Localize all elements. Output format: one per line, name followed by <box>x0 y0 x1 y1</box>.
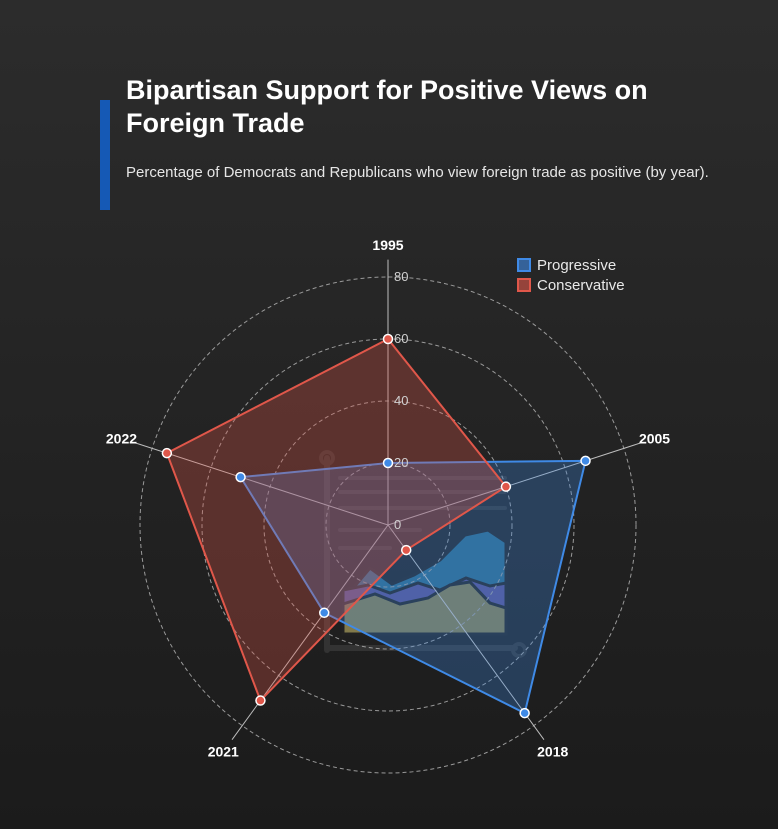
legend-item-conservative[interactable]: Conservative <box>517 275 625 295</box>
data-point-progressive-1995[interactable] <box>382 457 394 469</box>
legend-label-conservative: Conservative <box>537 276 625 294</box>
r-tick-label-80: 80 <box>394 269 408 284</box>
chart-legend: Progressive Conservative <box>517 255 625 295</box>
legend-swatch-conservative <box>517 278 531 292</box>
data-point-conservative-2021[interactable] <box>255 695 266 706</box>
axis-spoke-2005 <box>387 442 641 526</box>
series-area-conservative <box>165 338 507 702</box>
data-point-conservative-2018[interactable] <box>400 544 412 556</box>
category-label-2018: 2018 <box>537 744 568 760</box>
r-tick-label-40: 40 <box>394 393 408 408</box>
data-point-progressive-2005[interactable] <box>580 455 591 467</box>
series-area-progressive <box>239 459 587 715</box>
legend-swatch-progressive <box>517 258 531 272</box>
data-point-conservative-2005[interactable] <box>500 481 512 492</box>
data-point-progressive-2018[interactable] <box>519 707 530 719</box>
accent-bar <box>100 100 110 210</box>
category-label-2021: 2021 <box>208 744 239 760</box>
axis-spoke-2022 <box>135 442 389 526</box>
category-label-2005: 2005 <box>639 430 670 446</box>
data-point-progressive-2021[interactable] <box>318 607 330 619</box>
chart-subtitle: Percentage of Democrats and Republicans … <box>126 164 709 181</box>
category-label-2022: 2022 <box>106 430 137 446</box>
r-tick-label-60: 60 <box>394 331 408 346</box>
category-label-1995: 1995 <box>372 237 403 253</box>
grid-ring-80 <box>139 276 637 774</box>
chart-illustration-icon <box>319 450 527 658</box>
axis-spoke-2018 <box>387 524 545 740</box>
data-point-conservative-2022[interactable] <box>161 447 173 459</box>
legend-label-progressive: Progressive <box>537 256 617 274</box>
legend-item-progressive[interactable]: Progressive <box>517 255 625 275</box>
data-point-conservative-1995[interactable] <box>382 333 394 345</box>
r-tick-label-0: 0 <box>394 517 401 532</box>
grid-ring-20 <box>325 462 451 588</box>
r-tick-label-20: 20 <box>394 455 408 470</box>
data-point-progressive-2022[interactable] <box>235 471 246 483</box>
chart-title: Bipartisan Support for Positive Views on… <box>126 75 648 138</box>
